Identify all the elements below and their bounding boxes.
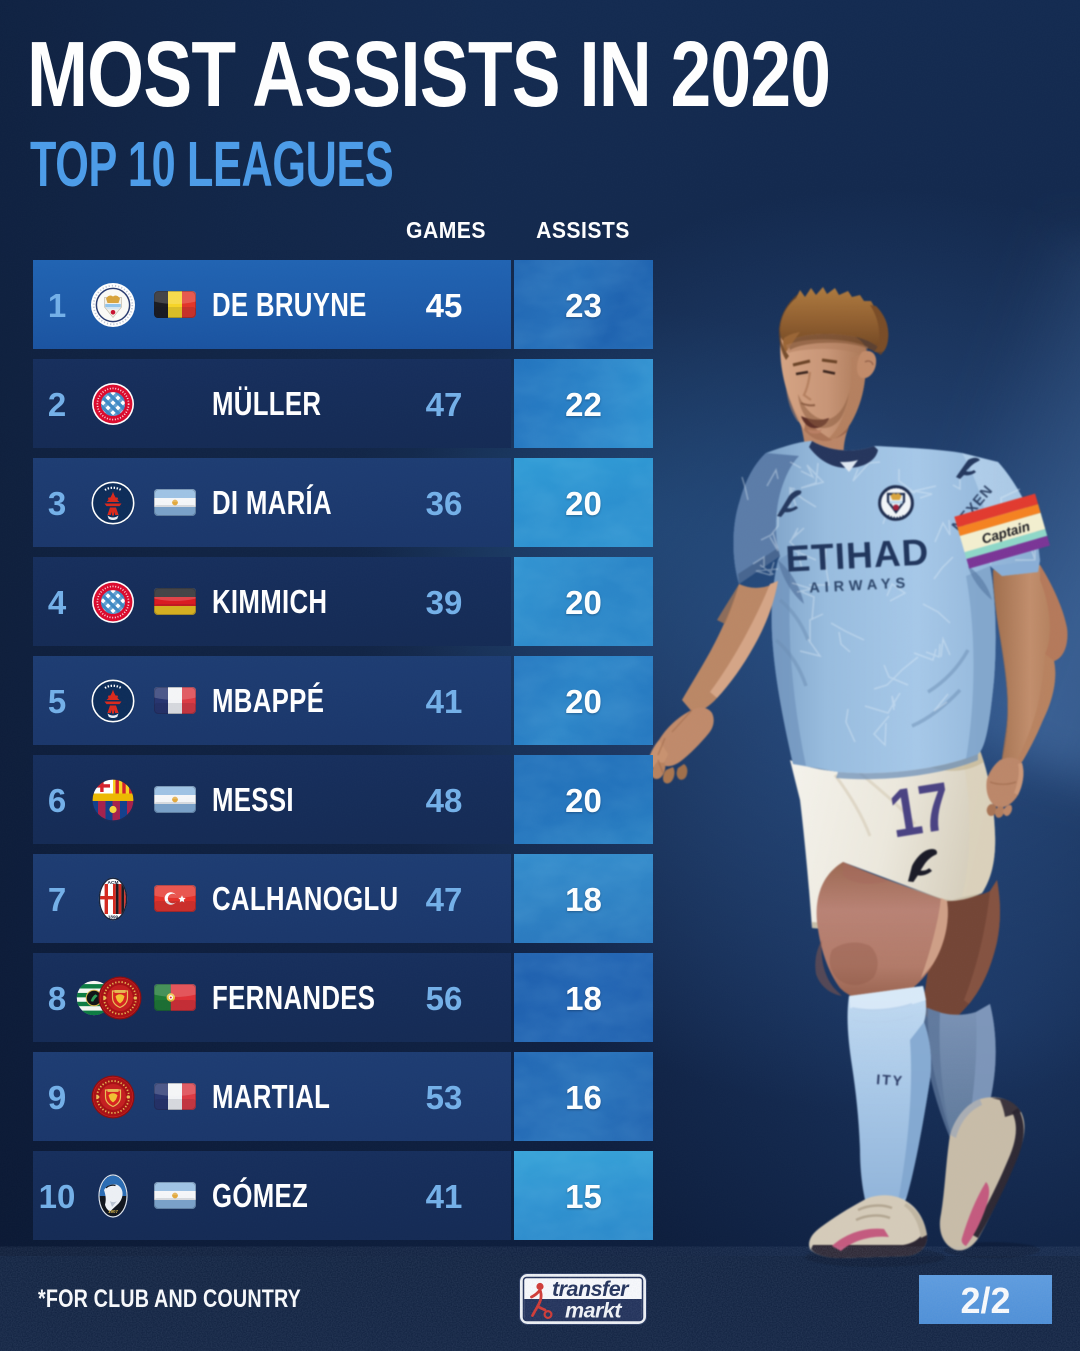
svg-text:ETIHAD: ETIHAD [785,531,931,579]
svg-text:ITY: ITY [876,1071,905,1089]
svg-text:markt: markt [565,1299,622,1323]
svg-text:transfer: transfer [552,1277,630,1301]
svg-text:17: 17 [885,769,955,853]
